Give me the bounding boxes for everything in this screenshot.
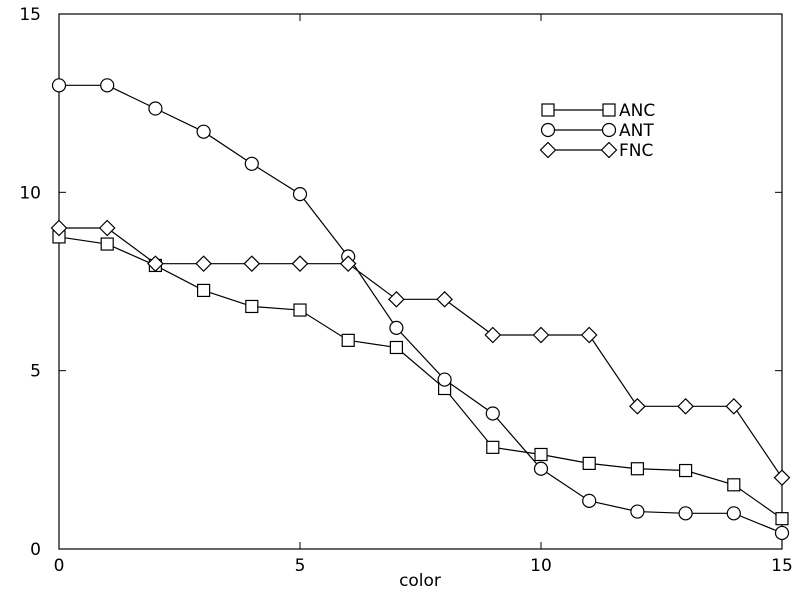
plot-frame (58, 13, 783, 550)
series-line-fnc (59, 227, 783, 479)
legend-marker-ant (601, 122, 617, 138)
data-point-ant (100, 78, 115, 93)
series-points-fnc (50, 219, 791, 487)
legend-label-anc: ANC (619, 101, 655, 121)
data-point-anc (389, 340, 403, 355)
data-point-anc (486, 440, 500, 454)
series-anc (58, 236, 783, 520)
data-point-fnc (50, 219, 68, 237)
data-point-ant (582, 493, 597, 508)
legend-item-ant: ANT (540, 121, 654, 141)
legend-marker-fnc (600, 141, 618, 159)
data-point-anc (534, 447, 548, 462)
x-tick-label: 15 (771, 556, 793, 576)
series-points-ant (51, 78, 790, 541)
data-point-anc (100, 237, 114, 251)
series-fnc (59, 227, 783, 479)
legend-item-fnc: FNC (539, 141, 653, 161)
data-point-fnc (339, 255, 357, 273)
data-point-ant (774, 525, 790, 541)
x-axis-label: color (399, 571, 441, 591)
x-tick-label: 10 (530, 556, 552, 576)
series-points-anc (52, 230, 789, 526)
legend-marker-anc (541, 103, 555, 117)
y-tick-label: 0 (30, 540, 41, 560)
legend-item-anc: ANC (541, 101, 655, 121)
data-point-fnc (147, 255, 164, 273)
data-point-fnc (388, 290, 405, 308)
data-point-ant (389, 320, 404, 335)
data-point-ant (244, 156, 259, 171)
data-point-ant (485, 406, 500, 421)
data-point-fnc (677, 397, 694, 415)
data-point-ant (630, 504, 645, 519)
legend-marker-ant (540, 122, 556, 138)
data-point-fnc (98, 219, 116, 237)
data-point-fnc (291, 255, 309, 273)
data-point-ant (533, 461, 549, 476)
data-point-anc (197, 283, 211, 298)
series-line-ant (59, 84, 783, 534)
axis-ticks: 0 5 10 15 0 5 10 15 (19, 5, 792, 576)
data-point-fnc (243, 255, 261, 273)
data-point-anc (727, 478, 741, 492)
data-point-fnc (532, 326, 550, 344)
y-tick-label: 5 (30, 362, 41, 382)
legend-marker-fnc (539, 141, 557, 159)
legend-label-ant: ANT (619, 121, 654, 141)
data-point-fnc (629, 397, 646, 415)
data-point-fnc (195, 255, 212, 273)
x-tick-label: 5 (295, 556, 306, 576)
data-point-ant (196, 124, 211, 139)
data-point-ant (437, 372, 452, 387)
data-point-ant (726, 506, 741, 521)
data-point-anc (293, 303, 307, 317)
data-point-fnc (580, 326, 598, 344)
series-ant (59, 84, 783, 534)
data-point-ant (678, 506, 693, 521)
data-point-fnc (773, 469, 791, 487)
series-layer (50, 78, 791, 541)
data-point-anc (775, 512, 789, 526)
x-tick-label: 0 (54, 556, 65, 576)
y-tick-label: 15 (19, 5, 41, 25)
data-point-anc (341, 333, 355, 347)
data-point-ant (148, 101, 163, 116)
data-point-fnc (725, 397, 743, 415)
y-tick-label: 10 (19, 183, 41, 203)
data-point-anc (582, 456, 596, 470)
data-point-anc (245, 299, 259, 314)
data-point-fnc (436, 290, 453, 308)
series-line-anc (58, 236, 783, 520)
legend-marker-anc (602, 103, 616, 117)
data-point-anc (678, 463, 693, 478)
data-point-fnc (484, 326, 502, 344)
data-point-anc (630, 462, 645, 476)
data-point-ant (292, 187, 308, 202)
data-point-ant (51, 78, 67, 93)
legend-label-fnc: FNC (619, 141, 653, 161)
